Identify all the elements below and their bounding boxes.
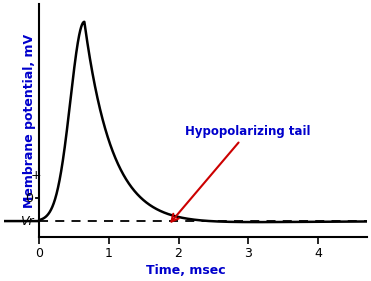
Text: +: + <box>31 169 42 182</box>
Y-axis label: Membrane potential, mV: Membrane potential, mV <box>23 33 36 208</box>
Text: Vr: Vr <box>20 215 33 228</box>
X-axis label: Time, msec: Time, msec <box>146 264 225 277</box>
Text: -: - <box>34 214 39 227</box>
Text: 0: 0 <box>26 192 33 205</box>
Text: Hypopolarizing tail: Hypopolarizing tail <box>171 125 311 222</box>
